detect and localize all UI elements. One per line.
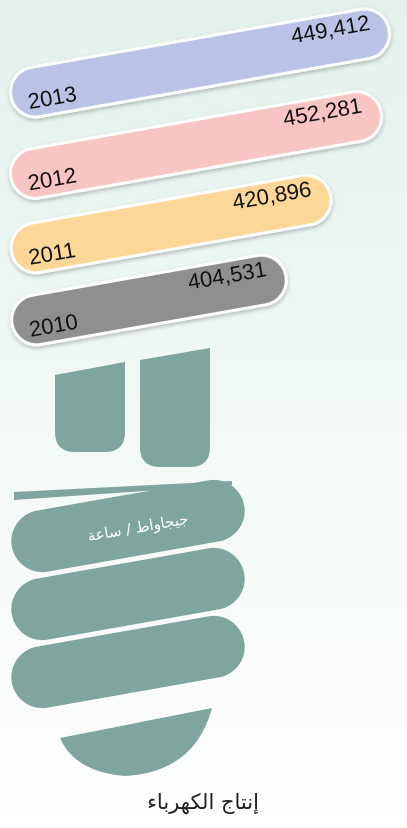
bulb-prong — [140, 348, 210, 467]
bulb-base — [60, 708, 212, 776]
bulb-band — [11, 547, 245, 641]
pill-shape — [9, 173, 333, 275]
bulb-band — [14, 481, 232, 500]
bulb — [11, 348, 245, 776]
bulb-band — [11, 615, 245, 709]
pill-shape — [9, 7, 391, 119]
bulb-prong — [55, 362, 125, 452]
bulb-band — [11, 479, 245, 573]
title: إنتاج الكهرباء — [147, 790, 259, 815]
pill-shape — [10, 253, 288, 347]
